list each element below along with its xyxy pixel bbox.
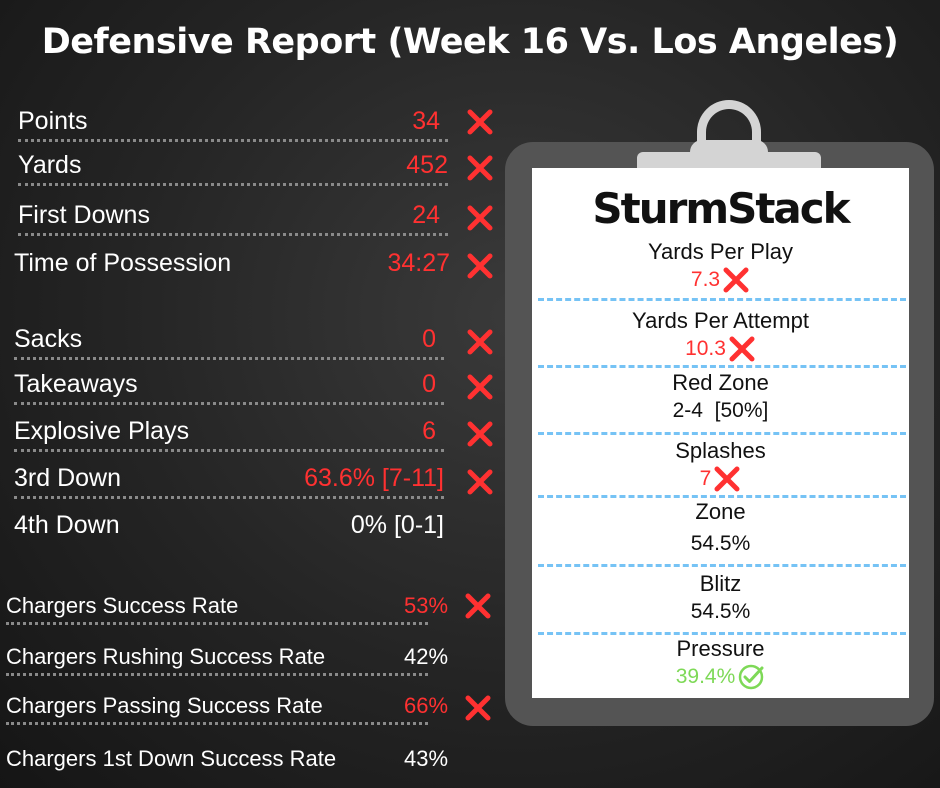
stat-row-explosive-plays: Explosive Plays 6 [14, 412, 444, 452]
stat-value: 53% [404, 593, 449, 618]
dotted-divider [14, 496, 444, 499]
card-stat-splashes: Splashes 7 [532, 437, 909, 493]
card-stat-label: Blitz [699, 571, 742, 596]
stat-row-success-rate: Chargers Success Rate 53% [6, 585, 448, 625]
card-stat-value: 7 [700, 465, 742, 493]
stat-value: 452 [406, 151, 448, 179]
stat-row-points: Points 34 [18, 102, 448, 142]
stat-row-rushing-success-rate: Chargers Rushing Success Rate 42% [6, 636, 448, 676]
card-stat-zone: Zone 54.5% [532, 498, 909, 558]
card-stat-value: 2-4 [50%] [672, 399, 769, 422]
x-mark-icon [466, 420, 494, 448]
stat-label: Chargers Rushing Success Rate [6, 644, 326, 669]
stat-value: 43% [404, 746, 449, 771]
dashed-divider [538, 432, 906, 435]
dashed-divider [538, 564, 906, 567]
stat-value: 63.6% [7-11] [304, 464, 444, 492]
card-stat-red-zone: Red Zone 2-4 [50%] [532, 369, 909, 425]
stat-label: 4th Down [14, 511, 120, 539]
stat-value: 34 [412, 107, 440, 135]
stat-row-first-downs: First Downs 24 [18, 196, 448, 236]
stat-row-passing-success-rate: Chargers Passing Success Rate 66% [6, 685, 448, 725]
dashed-divider [538, 632, 906, 635]
stat-label: First Downs [18, 201, 150, 229]
card-stat-yards-per-play: Yards Per Play 7.3 [532, 238, 909, 294]
card-stat-value: 10.3 [685, 335, 756, 363]
card-stat-yards-per-attempt: Yards Per Attempt 10.3 [532, 307, 909, 363]
stat-row-takeaways: Takeaways 0 [14, 365, 444, 405]
stat-label: Time of Possession [14, 249, 232, 277]
page-title: Defensive Report (Week 16 Vs. Los Angele… [41, 22, 899, 62]
stat-row-yards: Yards 452 [18, 146, 448, 186]
dotted-divider [18, 139, 448, 142]
stat-value: 66% [404, 693, 449, 718]
card-stat-label: Pressure [676, 636, 765, 661]
card-stat-value: 39.4% [676, 663, 766, 691]
card-stat-label: Zone [695, 499, 746, 524]
dotted-divider [6, 673, 428, 676]
stat-value: 0% [0-1] [350, 511, 444, 539]
stat-value: 6 [422, 417, 436, 445]
stat-row-3rd-down: 3rd Down 63.6% [7-11] [14, 459, 444, 499]
stat-label: Points [18, 107, 88, 135]
stat-row-time-of-possession: Time of Possession 34:27 [14, 244, 450, 284]
card-stat-value: 7.3 [691, 266, 750, 294]
dashed-divider [538, 365, 906, 368]
dotted-divider [18, 233, 448, 236]
stat-value: 0 [422, 325, 436, 353]
stat-label: Yards [18, 151, 82, 179]
stat-label: Takeaways [14, 370, 138, 398]
x-mark-icon [466, 252, 494, 280]
stat-label: Explosive Plays [14, 417, 190, 445]
x-mark-icon [728, 335, 756, 363]
check-circle-icon [737, 663, 765, 691]
clipboard-clip-ring [697, 100, 761, 170]
stat-row-1st-down-success-rate: Chargers 1st Down Success Rate 43% [6, 738, 449, 778]
dotted-divider [6, 622, 428, 625]
stat-label: Chargers Success Rate [6, 593, 239, 618]
stat-value: 34:27 [387, 249, 450, 277]
dotted-divider [14, 357, 444, 360]
dashed-divider [538, 298, 906, 301]
x-mark-icon [466, 468, 494, 496]
card-stat-blitz: Blitz 54.5% [532, 570, 909, 626]
x-mark-icon [466, 204, 494, 232]
dotted-divider [14, 402, 444, 405]
x-mark-icon [466, 373, 494, 401]
stat-label: Chargers 1st Down Success Rate [6, 746, 337, 771]
dotted-divider [14, 449, 444, 452]
stat-value: 0 [422, 370, 436, 398]
card-stat-label: Yards Per Play [647, 239, 794, 264]
sturmstack-logo: SturmStack [592, 184, 850, 233]
card-stat-label: Splashes [675, 438, 766, 463]
x-mark-icon [713, 465, 741, 493]
dotted-divider [6, 722, 428, 725]
stat-value: 42% [404, 644, 449, 669]
x-mark-icon [466, 154, 494, 182]
stat-label: Chargers Passing Success Rate [6, 693, 323, 718]
stat-label: 3rd Down [14, 464, 121, 492]
stat-row-sacks: Sacks 0 [14, 320, 444, 360]
x-mark-icon [466, 108, 494, 136]
x-mark-icon [466, 328, 494, 356]
card-stat-value: 54.5% [690, 532, 751, 555]
card-stat-value: 54.5% [690, 600, 751, 623]
x-mark-icon [464, 592, 492, 620]
stat-row-4th-down: 4th Down 0% [0-1] [14, 506, 444, 546]
dashed-divider [538, 495, 906, 498]
stat-label: Sacks [14, 325, 83, 353]
dotted-divider [18, 183, 448, 186]
x-mark-icon [722, 266, 750, 294]
card-stat-label: Red Zone [672, 370, 769, 395]
x-mark-icon [464, 694, 492, 722]
stat-value: 24 [412, 201, 440, 229]
card-stat-pressure: Pressure 39.4% [532, 635, 909, 691]
card-stat-label: Yards Per Attempt [632, 308, 809, 333]
